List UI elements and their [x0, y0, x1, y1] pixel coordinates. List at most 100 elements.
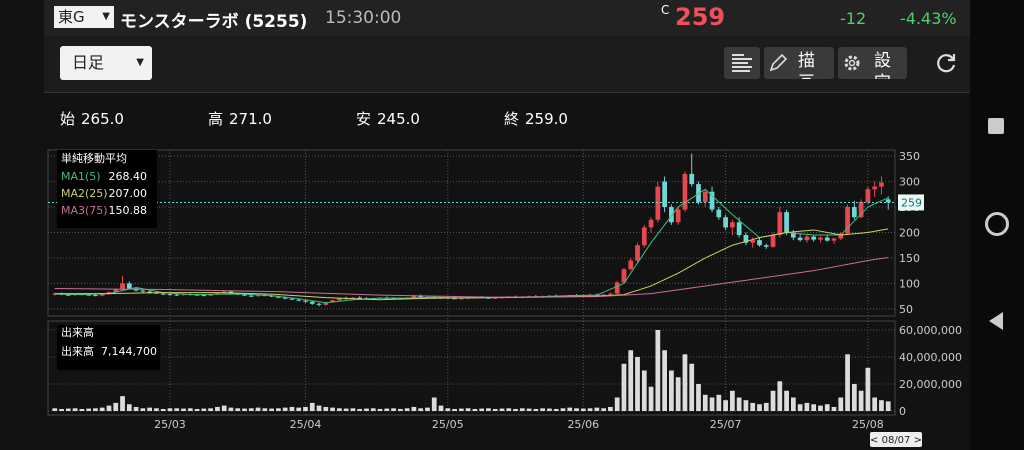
volume-bar	[743, 400, 749, 411]
candle-body	[824, 237, 830, 241]
x-tick-label: 25/08	[852, 418, 884, 431]
volume-bar	[154, 408, 159, 411]
price-panel	[47, 149, 896, 317]
y-tick-label: 300	[899, 176, 920, 189]
volume-bar	[845, 354, 850, 411]
volume-bar	[513, 408, 518, 411]
candle-body	[614, 282, 620, 294]
candle-body	[255, 295, 261, 297]
draw-label: 描画	[798, 51, 815, 79]
volume-bar	[438, 405, 444, 411]
volume-bar	[255, 407, 261, 411]
volume-legend-title: 出来高	[61, 325, 94, 339]
volume-bar	[425, 407, 430, 411]
volume-tick-label: 20,000,000	[899, 378, 962, 391]
volume-bar	[309, 402, 315, 411]
volume-bar	[784, 390, 789, 411]
candle-body	[818, 237, 823, 240]
volume-bar	[350, 408, 356, 411]
last-price-tag	[898, 194, 924, 211]
candle-body	[248, 295, 254, 297]
volume-bar	[174, 408, 180, 411]
volume-bar	[472, 408, 478, 411]
candle-body	[635, 245, 640, 261]
legend-name: MA3(75)	[61, 204, 108, 217]
candle-body	[452, 298, 457, 300]
volume-bar	[641, 370, 647, 411]
settings-button[interactable]: 設定	[838, 47, 907, 79]
volume-bar	[818, 405, 823, 411]
recents-button[interactable]	[988, 118, 1004, 134]
candle-body	[269, 295, 274, 297]
ma-line	[54, 228, 889, 301]
candle-body	[851, 207, 857, 218]
summary-key: 終	[504, 110, 520, 128]
volume-bar	[323, 406, 329, 411]
candle-body	[858, 201, 864, 218]
volume-bar	[879, 400, 884, 411]
volume-bar	[133, 406, 139, 411]
summary-key: 安	[356, 110, 372, 128]
volume-bar	[397, 408, 403, 411]
volume-bar	[831, 406, 837, 411]
volume-bar	[296, 407, 302, 411]
volume-bar	[702, 394, 708, 411]
volume-bar	[492, 408, 498, 411]
volume-bar	[580, 408, 586, 411]
volume-bar	[608, 406, 613, 411]
volume-bar	[242, 408, 247, 411]
volume-bar	[418, 408, 424, 411]
volume-bar	[370, 408, 376, 411]
volume-bar	[357, 408, 363, 411]
candle-body	[879, 182, 884, 187]
volume-bar	[811, 404, 817, 411]
candle-body	[174, 294, 180, 296]
volume-bar	[770, 390, 776, 411]
candle-body	[201, 295, 207, 297]
candle-body	[418, 295, 424, 298]
volume-bar	[682, 354, 688, 411]
volume-bar	[662, 350, 667, 411]
candle-body	[181, 294, 186, 296]
ma-line	[54, 257, 889, 298]
volume-bar	[851, 383, 857, 411]
draw-button[interactable]: 描画	[764, 47, 834, 79]
candle-body	[194, 294, 200, 296]
volume-bar	[336, 408, 342, 411]
cursor-date-box	[870, 432, 922, 447]
candle-body	[160, 293, 166, 295]
volume-bar	[804, 402, 810, 411]
volume-bar	[262, 408, 268, 411]
volume-bar	[519, 408, 525, 411]
volume-legend-name: 出来高	[61, 344, 94, 358]
summary-value: 271.0	[229, 110, 272, 128]
volume-bar	[628, 350, 634, 411]
candle-body	[99, 294, 105, 296]
volume-bar	[52, 408, 58, 411]
volume-bar	[533, 408, 539, 411]
volume-bar	[730, 390, 735, 411]
candle-body	[838, 233, 844, 239]
volume-bar	[790, 397, 796, 411]
candle-body	[167, 294, 173, 296]
volume-bar	[872, 397, 878, 411]
market: 東G	[58, 8, 85, 26]
candle-body	[621, 269, 627, 283]
volume-bar	[228, 407, 234, 411]
volume-tick-label: 40,000,000	[899, 351, 962, 364]
volume-bar	[838, 397, 844, 411]
volume-bar	[560, 408, 566, 411]
period-select[interactable]: 日足 ▼	[60, 46, 152, 80]
volume-bar	[452, 408, 457, 411]
candle-body	[309, 301, 315, 304]
volume-bar	[736, 397, 742, 411]
volume-bar	[404, 408, 410, 411]
volume-bar	[458, 408, 464, 411]
list-button[interactable]	[724, 47, 760, 79]
back-button[interactable]	[987, 311, 1005, 331]
market-select[interactable]: 東G ▼	[54, 6, 114, 28]
time: 15:30:00	[325, 8, 402, 28]
refresh-button[interactable]	[936, 52, 958, 74]
home-button[interactable]	[985, 212, 1009, 236]
